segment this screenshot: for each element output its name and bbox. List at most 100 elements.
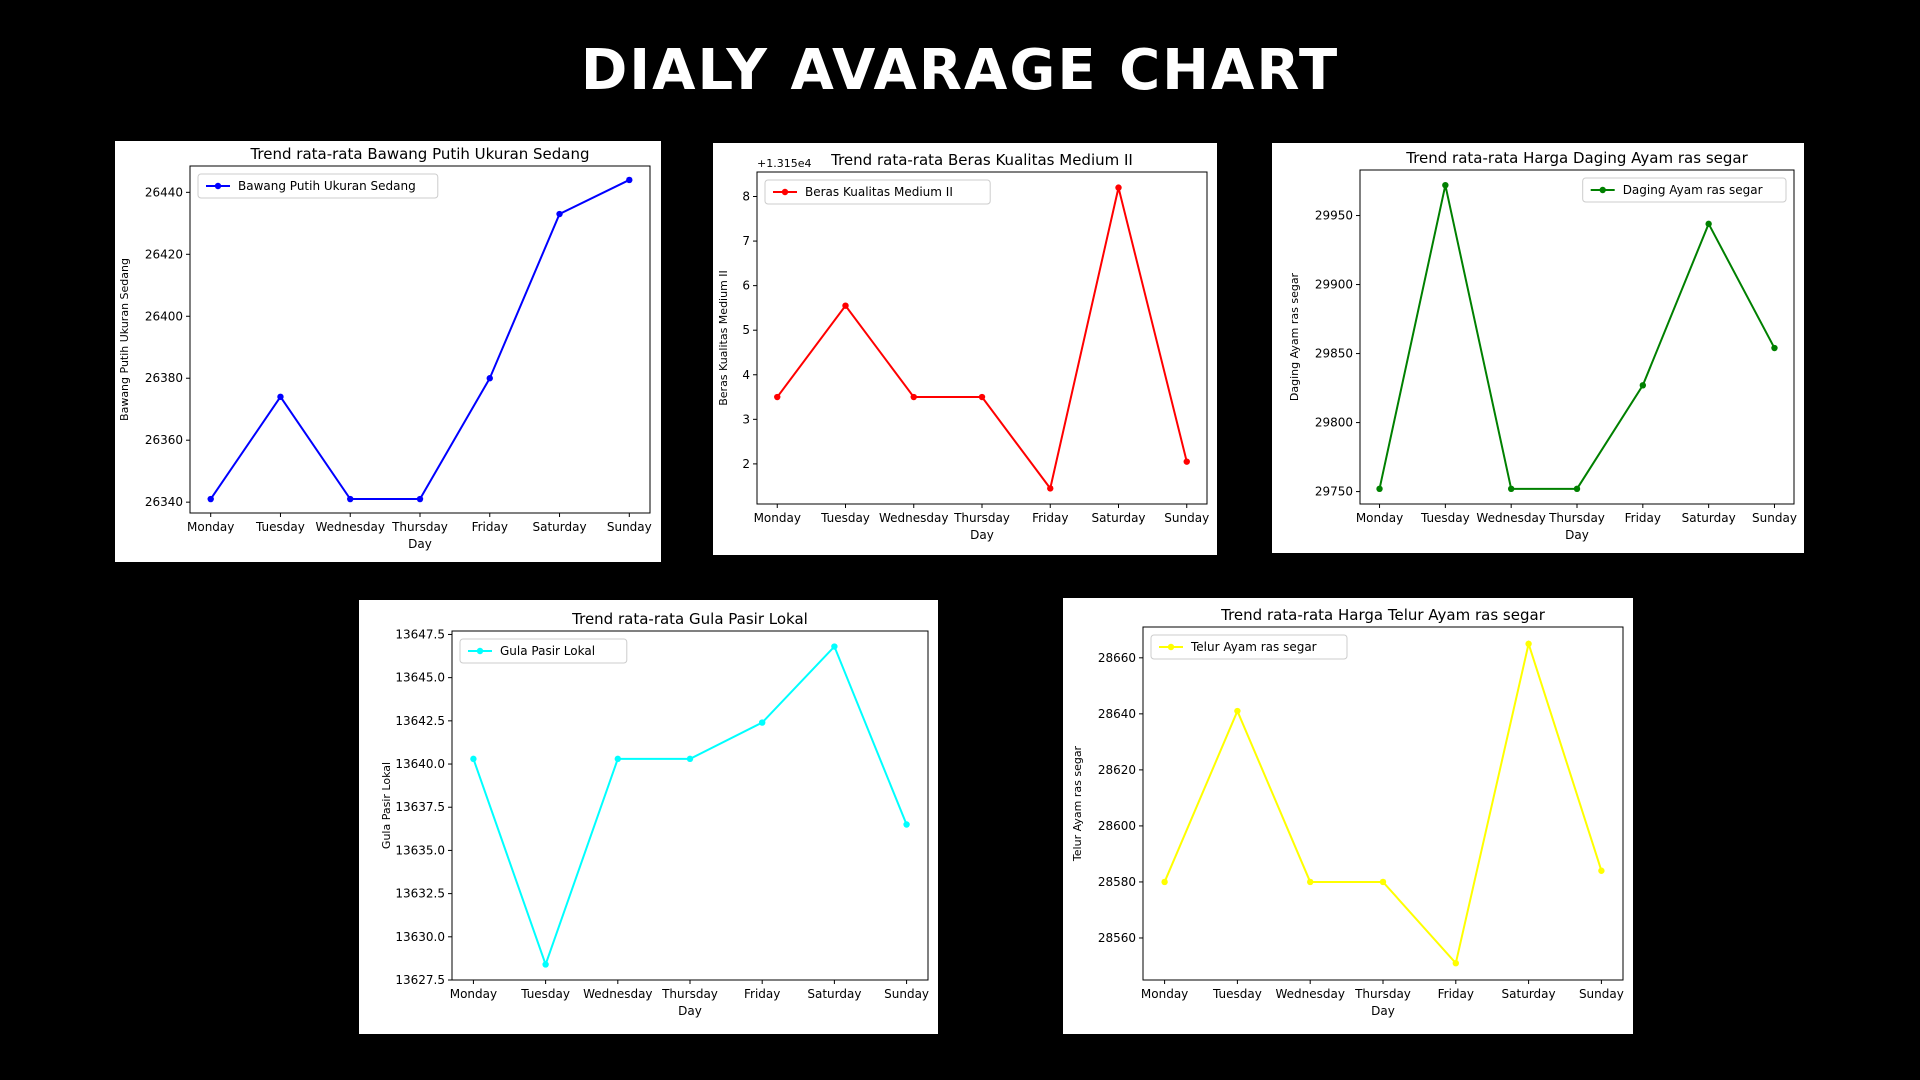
x-tick-label: Thursday <box>1354 987 1411 1001</box>
data-point <box>1307 878 1314 886</box>
chart-svg: Trend rata-rata Bawang Putih Ukuran Seda… <box>118 145 652 551</box>
x-tick-label: Monday <box>1356 511 1403 525</box>
y-tick-label: 26440 <box>145 185 183 199</box>
y-tick-label: 5 <box>742 323 750 337</box>
data-point <box>1047 485 1054 492</box>
data-point <box>207 495 214 503</box>
x-tick-label: Saturday <box>1682 511 1736 525</box>
series-line <box>472 644 908 968</box>
data-point <box>686 755 694 763</box>
legend-marker <box>1167 643 1175 651</box>
y-tick-label: 13640.0 <box>395 757 445 771</box>
x-tick-label: Monday <box>450 987 497 1001</box>
plot-frame <box>1142 626 1624 981</box>
legend-marker <box>476 647 484 655</box>
data-point <box>910 393 917 401</box>
x-tick-label: Saturday <box>807 987 861 1001</box>
y-tick-label: 29800 <box>1315 416 1353 430</box>
y-axis-label: Beras Kualitas Medium II <box>717 270 730 406</box>
series-line <box>1163 640 1603 966</box>
y-tick-label: 7 <box>742 234 750 248</box>
y-tick-label: 29850 <box>1315 347 1353 361</box>
y-tick-label: 29900 <box>1315 278 1353 292</box>
data-point <box>416 495 424 503</box>
axis-offset-label: +1.315e4 <box>757 157 811 170</box>
x-tick-label: Wednesday <box>583 987 652 1001</box>
x-tick-label: Thursday <box>953 511 1010 525</box>
y-tick-label: 28620 <box>1098 763 1136 777</box>
data-point <box>831 643 838 650</box>
data-point <box>1442 181 1449 189</box>
y-tick-label: 26400 <box>145 309 183 323</box>
legend-box <box>1150 634 1348 660</box>
y-tick-label: 13627.5 <box>395 973 445 987</box>
plot-frame <box>756 171 1208 505</box>
x-tick-label: Wednesday <box>879 511 948 525</box>
data-point <box>1598 867 1605 874</box>
x-tick-label: Friday <box>472 520 508 534</box>
x-tick-label: Sunday <box>1164 511 1209 525</box>
chart-title: Trend rata-rata Beras Kualitas Medium II <box>830 151 1133 169</box>
chart-title: Trend rata-rata Gula Pasir Lokal <box>571 610 808 628</box>
y-tick-label: 28560 <box>1098 931 1136 945</box>
data-point <box>978 393 986 401</box>
x-tick-label: Sunday <box>884 987 929 1001</box>
y-tick-label: 13645.0 <box>395 671 445 685</box>
x-tick-label: Sunday <box>607 520 652 534</box>
y-tick-label: 2 <box>742 457 750 471</box>
x-tick-label: Tuesday <box>1212 987 1262 1001</box>
chart-svg: Trend rata-rata Beras Kualitas Medium II… <box>717 151 1209 542</box>
y-tick-label: 28580 <box>1098 875 1136 889</box>
data-point <box>1161 878 1168 886</box>
x-tick-label: Friday <box>1625 511 1661 525</box>
x-tick-label: Friday <box>1032 511 1068 525</box>
legend-box <box>197 173 439 199</box>
y-axis-label: Daging Ayam ras segar <box>1288 272 1301 401</box>
y-axis-label: Gula Pasir Lokal <box>380 762 393 849</box>
data-point <box>1771 344 1778 352</box>
x-tick-label: Sunday <box>1752 511 1797 525</box>
x-tick-label: Thursday <box>391 520 448 534</box>
x-tick-label: Tuesday <box>255 520 305 534</box>
y-tick-label: 4 <box>742 368 750 382</box>
data-point <box>1507 485 1515 493</box>
data-point <box>470 755 477 763</box>
chart-title: Trend rata-rata Harga Daging Ayam ras se… <box>1405 149 1748 167</box>
y-axis-label: Bawang Putih Ukuran Sedang <box>118 258 131 421</box>
data-point <box>1115 184 1122 191</box>
data-point <box>277 393 284 401</box>
legend-box <box>459 638 628 664</box>
chart-panel-gula-pasir: Trend rata-rata Gula Pasir Lokal 13627.5 1… <box>359 600 938 1034</box>
legend-marker <box>214 182 222 190</box>
chart-svg: Trend rata-rata Harga Telur Ayam ras seg… <box>1071 606 1624 1018</box>
y-tick-label: 26380 <box>145 371 183 385</box>
data-point <box>774 393 781 401</box>
legend-label: Gula Pasir Lokal <box>500 644 595 658</box>
chart-panel-daging-ayam: Trend rata-rata Harga Daging Ayam ras se… <box>1272 143 1804 553</box>
plot-frame <box>1359 169 1795 505</box>
legend-label: Telur Ayam ras segar <box>1190 640 1317 654</box>
x-axis-label: Day <box>678 1004 702 1018</box>
y-tick-label: 29950 <box>1315 209 1353 223</box>
y-tick-label: 26420 <box>145 247 183 261</box>
data-point <box>1379 878 1387 886</box>
y-tick-label: 28660 <box>1098 651 1136 665</box>
data-point <box>1639 382 1647 389</box>
plot-frame <box>451 630 929 981</box>
x-tick-label: Tuesday <box>520 987 570 1001</box>
y-tick-label: 13635.0 <box>395 843 445 857</box>
data-point <box>1234 707 1241 715</box>
data-point <box>1452 959 1459 967</box>
chart-panel-beras-medium: Trend rata-rata Beras Kualitas Medium II… <box>713 143 1217 555</box>
y-tick-label: 26360 <box>145 433 183 447</box>
legend-box <box>1582 177 1787 203</box>
data-point <box>1183 458 1190 465</box>
x-tick-label: Friday <box>1438 987 1474 1001</box>
y-tick-label: 13637.5 <box>395 800 445 814</box>
data-point <box>1525 640 1532 648</box>
data-point <box>626 176 633 184</box>
y-axis-label: Telur Ayam ras segar <box>1071 745 1084 862</box>
plot-frame <box>189 165 651 514</box>
data-point <box>542 961 549 968</box>
chart-svg: Trend rata-rata Harga Daging Ayam ras se… <box>1288 149 1797 542</box>
